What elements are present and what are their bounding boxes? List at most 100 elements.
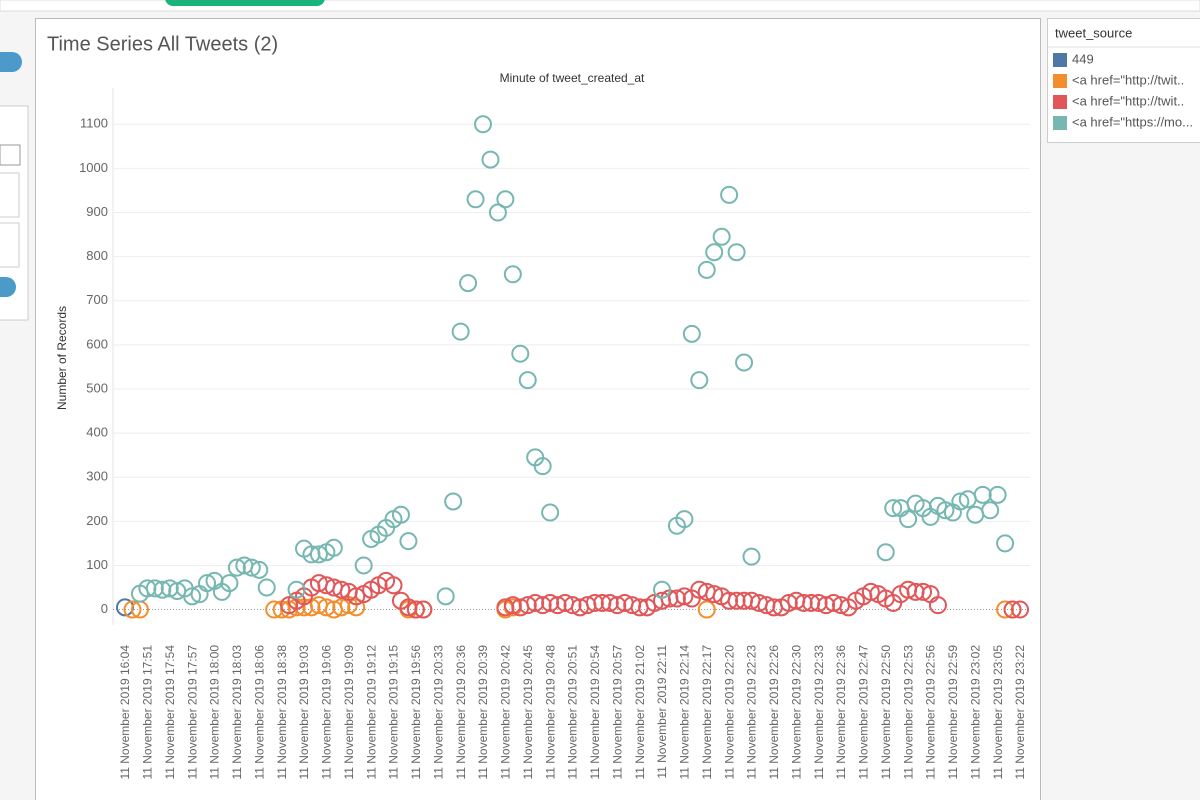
point: [951, 492, 970, 511]
worksheet: [35, 18, 1041, 800]
label-button[interactable]: [0, 172, 20, 218]
left-button[interactable]: [0, 277, 16, 297]
point: [518, 596, 537, 615]
point: [354, 556, 373, 575]
point: [653, 580, 671, 599]
point: [257, 578, 276, 597]
pill[interactable]: [165, 0, 325, 6]
point: [227, 558, 246, 577]
point: [220, 574, 239, 593]
x-tick-label: 11 November 2019 18:38: [275, 645, 289, 780]
point: [332, 580, 351, 599]
x-tick-label: 11 November 2019 20:36: [454, 645, 468, 780]
point: [996, 600, 1015, 619]
point: [563, 596, 582, 615]
x-tick-label: 11 November 2019 22:14: [678, 645, 692, 780]
y-tick-label: 100: [86, 557, 108, 572]
point: [324, 538, 343, 557]
left-button[interactable]: [0, 52, 22, 72]
point: [317, 598, 336, 617]
point: [503, 596, 522, 615]
point: [981, 501, 1000, 520]
shape-button[interactable]: [0, 222, 20, 268]
point: [936, 501, 955, 520]
point: [928, 596, 947, 615]
point: [727, 591, 746, 610]
x-tick-label: 11 November 2019 17:51: [141, 645, 155, 780]
point: [899, 510, 918, 529]
point: [1003, 600, 1022, 619]
x-tick-label: 11 November 2019 22:50: [879, 645, 893, 780]
x-tick-label: 11 November 2019 16:04: [118, 645, 132, 780]
y-tick-label: 1100: [80, 116, 108, 131]
point: [541, 503, 560, 522]
legend-label: <a href="https://mo...: [1072, 114, 1193, 129]
point: [533, 457, 552, 476]
x-tick-label: 11 November 2019 22:11: [655, 645, 669, 779]
x-tick-label: 11 November 2019 20:57: [610, 645, 624, 780]
point: [548, 596, 567, 615]
y-tick-label: 200: [86, 513, 108, 528]
y-tick-label: 500: [86, 380, 108, 395]
point: [287, 580, 306, 599]
point: [496, 598, 515, 617]
x-tick-label: 11 November 2019 19:06: [320, 645, 334, 780]
y-tick-label: 600: [86, 336, 108, 351]
point: [511, 344, 530, 363]
sheet-title: Time Series All Tweets (2): [47, 33, 278, 55]
point: [406, 600, 425, 619]
point: [1011, 600, 1029, 619]
x-tick-label: 11 November 2019 22:26: [767, 645, 781, 780]
dropdown[interactable]: [0, 144, 21, 166]
x-tick-label: 11 November 2019 19:12: [364, 645, 378, 780]
y-tick-label: 800: [86, 248, 108, 263]
x-tick-label: 11 November 2019 23:05: [991, 645, 1005, 780]
point: [705, 585, 724, 604]
x-tick-label: 11 November 2019 20:33: [431, 645, 445, 780]
point: [742, 547, 761, 566]
legend-label: <a href="http://twit..: [1072, 93, 1184, 108]
point: [682, 324, 701, 343]
x-tick-label: 11 November 2019 20:48: [543, 645, 557, 780]
legend-swatch: [1053, 74, 1067, 88]
x-tick-label: 11 November 2019 20:51: [566, 645, 580, 780]
x-tick-label: 11 November 2019 17:57: [185, 645, 199, 780]
x-tick-label: 11 November 2019 20:42: [499, 645, 513, 780]
x-tick-label: 11 November 2019 22:23: [745, 645, 759, 780]
x-tick-label: 11 November 2019 21:02: [633, 645, 647, 780]
point: [735, 353, 754, 372]
point: [503, 265, 522, 284]
x-tick-label: 11 November 2019 22:53: [901, 645, 915, 780]
point: [541, 593, 560, 612]
point: [996, 534, 1015, 553]
y-tick-label: 700: [86, 292, 108, 307]
point: [145, 579, 164, 598]
point: [496, 190, 515, 209]
x-tick-label: 11 November 2019 18:06: [252, 645, 266, 780]
point: [451, 322, 470, 341]
point: [474, 115, 492, 134]
point: [697, 600, 716, 619]
legend-swatch: [1053, 53, 1067, 67]
point: [914, 582, 933, 601]
point: [183, 587, 202, 606]
point: [876, 543, 895, 562]
point: [712, 227, 731, 246]
point: [444, 492, 463, 511]
x-tick-label: 11 November 2019 19:56: [409, 645, 423, 780]
point: [794, 593, 813, 612]
point: [675, 510, 694, 529]
x-tick-label: 11 November 2019 17:54: [163, 645, 177, 780]
point: [667, 589, 686, 608]
point: [690, 371, 709, 390]
x-tick-label: 11 November 2019 22:47: [857, 645, 871, 780]
point: [861, 582, 880, 601]
point: [705, 243, 724, 262]
point: [608, 596, 627, 615]
point: [817, 596, 836, 615]
y-tick-label: 0: [101, 601, 108, 616]
point: [488, 203, 507, 222]
x-tick-label: 11 November 2019 22:20: [722, 645, 736, 780]
